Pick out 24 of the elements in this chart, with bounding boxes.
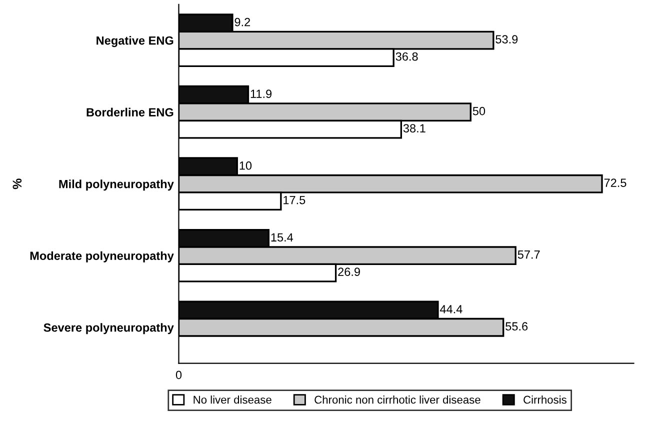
data-label: 57.7 — [518, 250, 540, 259]
data-label: 50 — [472, 106, 486, 116]
y-tick-label: Negative ENG — [96, 36, 174, 48]
data-label: 26.9 — [338, 268, 360, 276]
data-label: 11.9 — [250, 90, 272, 98]
data-label: 38.1 — [403, 124, 426, 132]
data-label: 36.8 — [396, 52, 418, 61]
data-label: 72.5 — [604, 178, 626, 188]
y-axis-title: % — [12, 178, 22, 190]
text: 0 — [176, 370, 182, 380]
legend-label: Cirrhosis — [524, 396, 566, 404]
legend-label: Chronic non cirrhotic liver disease — [314, 396, 480, 404]
data-label: 17.5 — [284, 196, 306, 204]
y-tick-label: Mild polyneuropathy — [59, 180, 174, 191]
data-label: 10 — [240, 161, 252, 170]
legend-label: No liver disease — [194, 396, 272, 404]
y-tick-label: Moderate polyneuropathy — [30, 251, 174, 262]
y-tick-label: Borderline ENG — [86, 108, 174, 116]
data-label: 53.9 — [496, 35, 518, 44]
data-label: 15.4 — [271, 233, 294, 242]
data-label: 55.6 — [506, 322, 528, 331]
y-tick-label: Severe polyneuropathy — [44, 323, 174, 334]
data-label: 44.4 — [440, 305, 462, 314]
data-label: 9.2 — [234, 18, 250, 26]
